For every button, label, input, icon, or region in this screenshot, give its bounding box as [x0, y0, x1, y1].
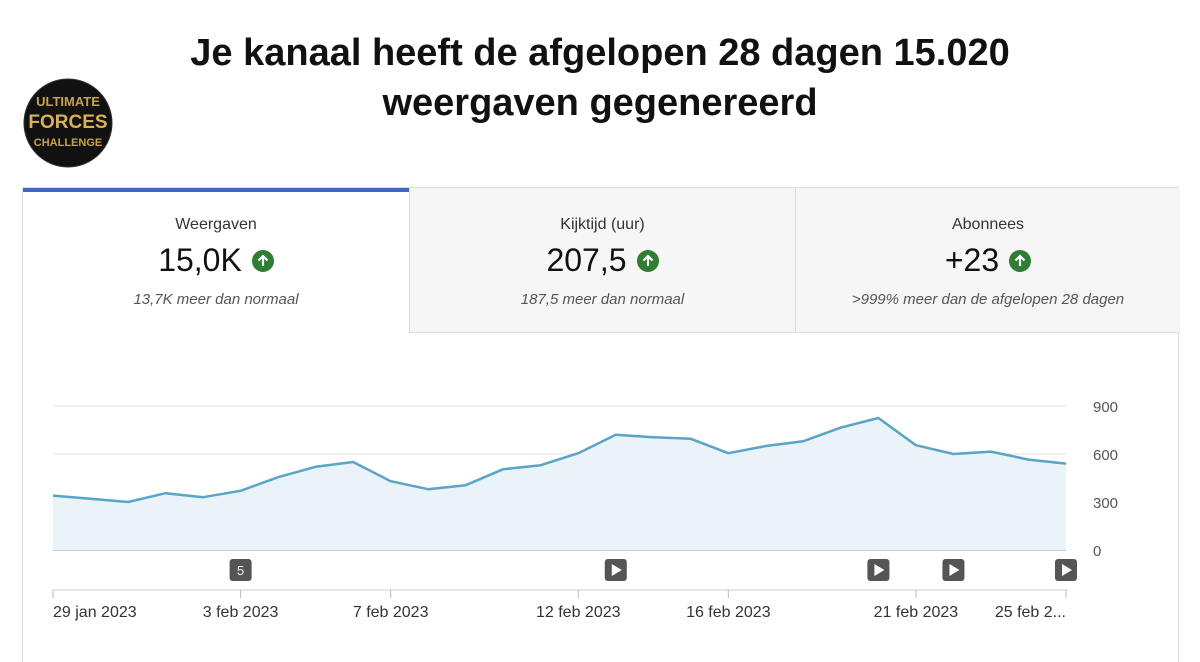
x-tick-label: 16 feb 2023 — [686, 604, 771, 621]
x-tick-label: 7 feb 2023 — [353, 604, 429, 621]
metric-label: Weergaven — [175, 216, 257, 233]
page-title: Je kanaal heeft de afgelopen 28 dagen 15… — [190, 32, 1010, 124]
metric-value: 15,0K — [158, 242, 242, 278]
up-arrow-icon — [251, 249, 274, 272]
y-tick-label: 600 — [1093, 447, 1118, 464]
video-count: 5 — [237, 563, 244, 578]
metric-note: 13,7K meer dan normaal — [133, 291, 299, 308]
video-marker — [229, 559, 252, 581]
x-tick-label: 3 feb 2023 — [203, 604, 279, 621]
metric-note: >999% meer dan de afgelopen 28 dagen — [851, 291, 1125, 308]
x-tick-label: 21 feb 2023 — [874, 604, 959, 621]
x-tick-label: 25 feb 2... — [995, 604, 1066, 621]
play-icon — [1062, 564, 1072, 576]
y-tick-label: 900 — [1093, 399, 1118, 416]
metric-label: Abonnees — [951, 216, 1025, 233]
metric-value: 207,5 — [546, 242, 627, 278]
play-icon — [611, 564, 622, 576]
metric-tab[interactable]: Weergaven 15,0K 13,7K meer dan normaal — [23, 188, 409, 333]
analytics-card: Weergaven 15,0K 13,7K meer dan normaal K… — [22, 187, 1180, 662]
metric-tab[interactable]: Kijktijd (uur) 207,5 187,5 meer dan norm… — [409, 188, 795, 333]
logo-text: ULTIMATE — [36, 94, 100, 109]
y-tick-label: 300 — [1093, 495, 1118, 512]
metric-label: Kijktijd (uur) — [560, 216, 645, 233]
metric-value: +23 — [944, 242, 1000, 278]
y-tick-label: 0 — [1093, 543, 1101, 560]
logo-text: FORCES — [28, 112, 107, 133]
metric-tab[interactable]: Abonnees +23 >999% meer dan de afgelopen… — [795, 188, 1180, 333]
metric-note: 187,5 meer dan normaal — [520, 291, 685, 308]
logo-text: CHALLENGE — [34, 137, 102, 149]
x-tick-label: 29 jan 2023 — [53, 604, 137, 621]
play-icon — [949, 564, 960, 576]
channel-logo: ULTIMATE FORCES CHALLENGE — [23, 78, 113, 168]
play-icon — [874, 564, 885, 576]
up-arrow-icon — [1009, 249, 1032, 272]
up-arrow-icon — [636, 249, 659, 272]
line — [52, 416, 1067, 504]
x-tick-label: 12 feb 2023 — [536, 604, 621, 621]
area-fill — [53, 418, 1066, 550]
